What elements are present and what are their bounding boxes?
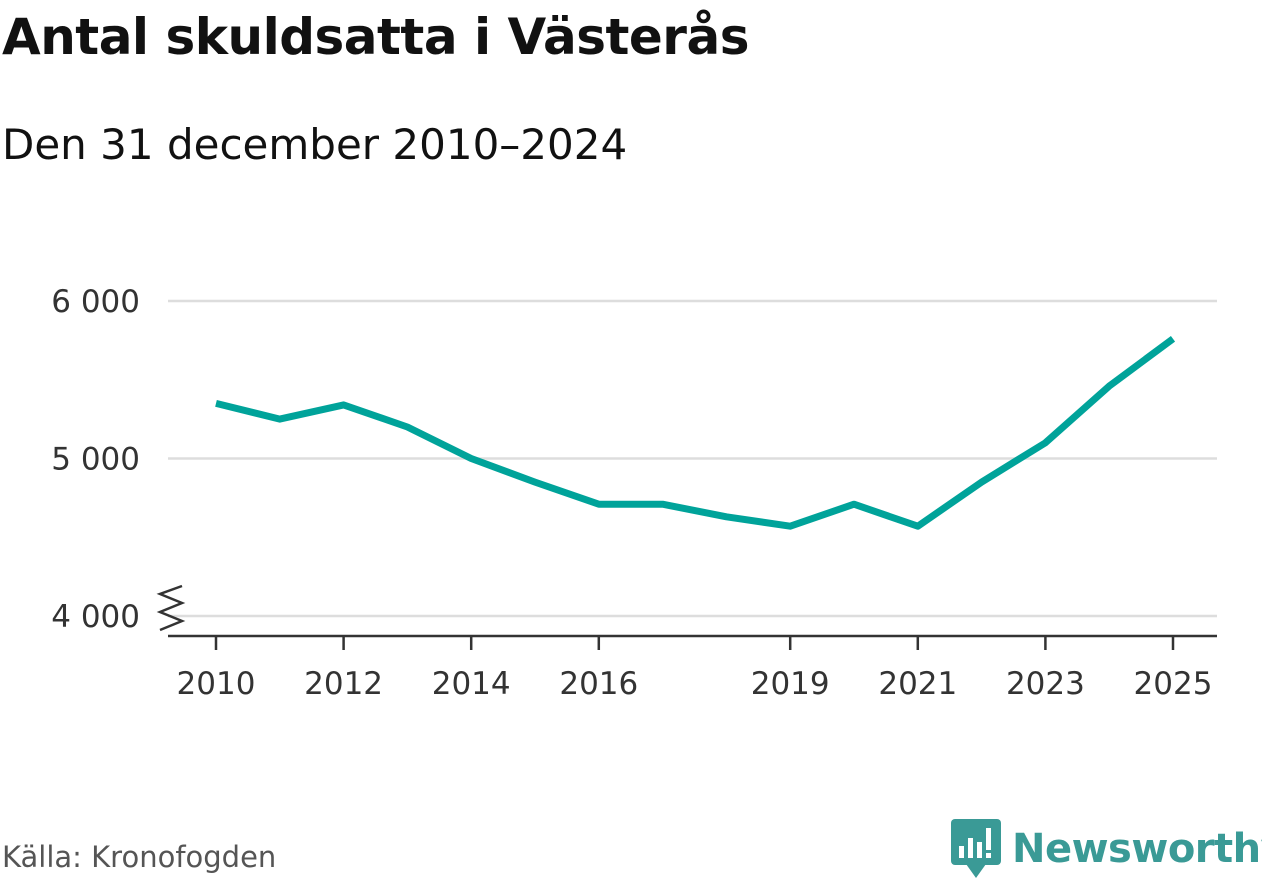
chart-subtitle: Den 31 december 2010–2024	[2, 120, 628, 169]
x-tick-label: 2012	[304, 666, 383, 702]
series-line	[215, 335, 1176, 530]
x-tick-label: 2021	[878, 666, 957, 702]
x-tick-label: 2016	[559, 666, 638, 702]
x-axis-ticks: 2010 2012 2014 2016 2019 2021 2023 2025	[177, 636, 1213, 702]
brand-logo: Newsworthy	[950, 818, 1262, 880]
y-tick-label: 5 000	[51, 442, 140, 478]
source-note: Källa: Kronofogden	[2, 840, 277, 874]
axis-break-mark	[156, 584, 186, 632]
brand-name: Newsworthy	[1012, 826, 1262, 872]
y-tick-label: 6 000	[51, 284, 140, 320]
x-tick-label: 2019	[751, 666, 830, 702]
y-axis-labels: 4 000 5 000 6 000	[51, 284, 140, 635]
series-group	[215, 335, 1176, 530]
x-tick-label: 2010	[177, 666, 256, 702]
chart-title: Antal skuldsatta i Västerås	[2, 8, 749, 66]
x-tick-label: 2025	[1134, 666, 1213, 702]
x-tick-label: 2023	[1006, 666, 1085, 702]
y-tick-label: 4 000	[51, 599, 140, 635]
gridlines	[168, 299, 1217, 618]
x-tick-label: 2014	[432, 666, 511, 702]
newsworthy-icon	[951, 819, 1001, 878]
